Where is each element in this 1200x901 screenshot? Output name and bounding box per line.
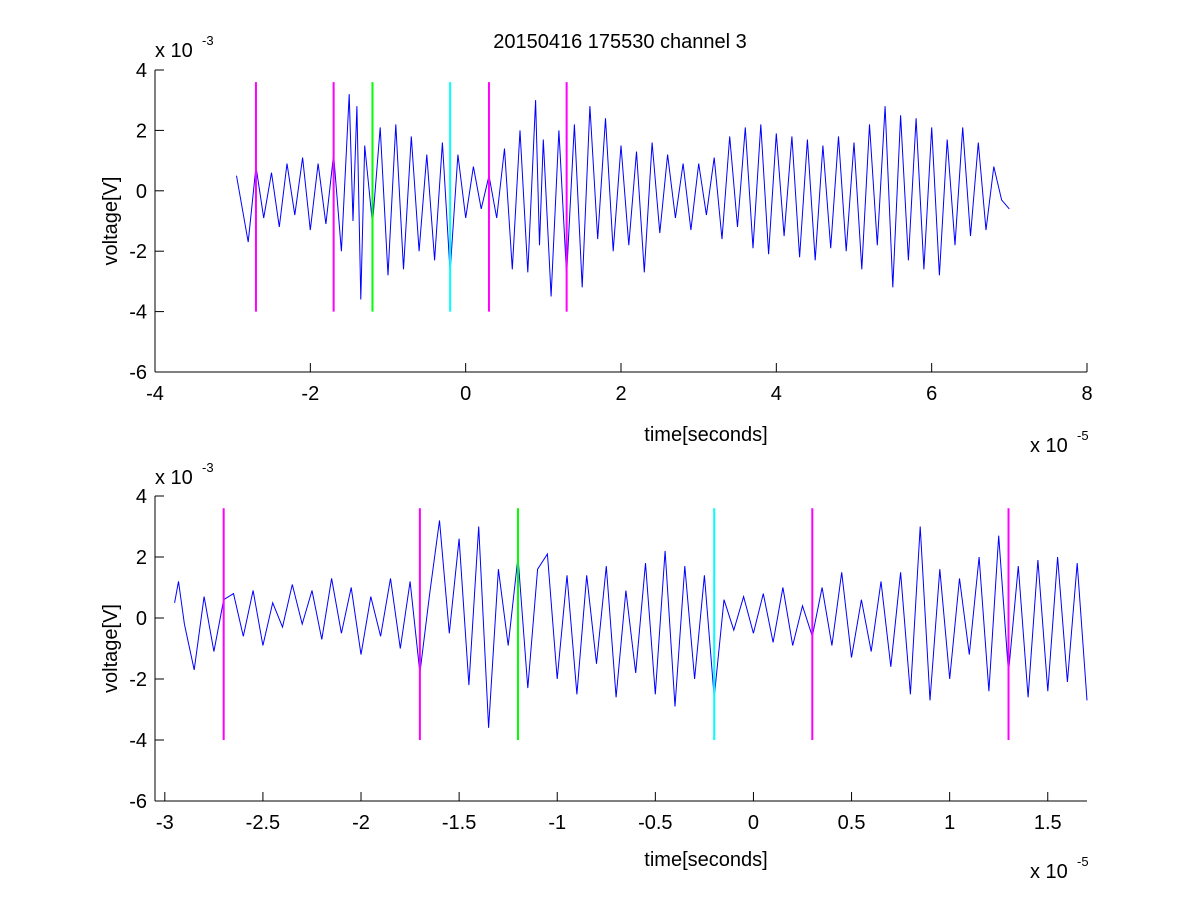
x-tick-label: 1.5 xyxy=(1034,812,1062,834)
y-tick-label: 0 xyxy=(136,181,147,203)
x-tick-label: 8 xyxy=(1081,383,1092,405)
y-tick-label: 4 xyxy=(136,60,147,82)
x-tick-label: -4 xyxy=(146,383,164,405)
y-exponent-label: x 10 xyxy=(155,40,193,62)
x-tick-label: -3 xyxy=(156,812,174,834)
x-tick-label: -2 xyxy=(301,383,319,405)
x-tick-label: 4 xyxy=(771,383,782,405)
y-tick-label: 0 xyxy=(136,608,147,630)
x-tick-label: 2 xyxy=(615,383,626,405)
x-tick-label: -0.5 xyxy=(638,812,672,834)
x-exponent-label: x 10 xyxy=(1030,861,1068,883)
x-exponent-power: -5 xyxy=(1077,428,1089,443)
y-tick-label: -2 xyxy=(129,669,147,691)
y-tick-label: -4 xyxy=(129,730,147,752)
x-axis-label: time[seconds] xyxy=(644,424,767,446)
y-exponent-label: x 10 xyxy=(155,467,193,489)
axes-2: -6 -4 -2 0 2 4 -3 -2.5 -2 -1.5 -1 -0.5 0 0.5 1 1.5 time[… xyxy=(100,460,1089,883)
y-tick-label: 4 xyxy=(136,486,147,508)
x-exponent-label: x 10 xyxy=(1030,435,1068,457)
y-tick-label: -6 xyxy=(129,791,147,813)
y-exponent-power: -3 xyxy=(202,33,214,48)
x-tick-label: -1.5 xyxy=(442,812,476,834)
x-tick-label: -1 xyxy=(548,812,566,834)
x-axis-label: time[seconds] xyxy=(644,849,767,871)
x-exponent-power: -5 xyxy=(1077,854,1089,869)
y-exponent-power: -3 xyxy=(202,460,214,475)
y-tick-label: -4 xyxy=(129,302,147,324)
x-tick-label: 0 xyxy=(460,383,471,405)
x-tick-label: -2.5 xyxy=(246,812,280,834)
signal-series-line xyxy=(236,94,1010,300)
y-tick-label: -6 xyxy=(129,362,147,384)
y-tick-label: -2 xyxy=(129,241,147,263)
y-axis-label: voltage[V] xyxy=(100,177,122,266)
figure-title: 20150416 175530 channel 3 xyxy=(493,31,747,53)
x-tick-label: 1 xyxy=(944,812,955,834)
signal-series-line xyxy=(174,520,1088,728)
x-tick-label: 0.5 xyxy=(838,812,866,834)
y-tick-label: 2 xyxy=(136,120,147,142)
x-tick-label: 6 xyxy=(926,383,937,405)
y-axis-label: voltage[V] xyxy=(100,604,122,693)
y-tick-label: 2 xyxy=(136,547,147,569)
x-tick-label: -2 xyxy=(352,812,370,834)
x-tick-label: 0 xyxy=(748,812,759,834)
